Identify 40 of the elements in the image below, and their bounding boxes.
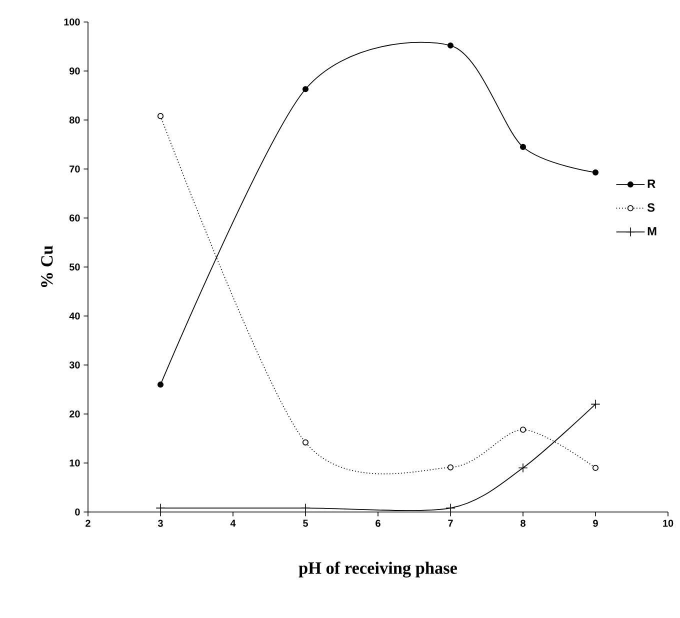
y-tick-label: 40: [69, 312, 80, 320]
x-tick-label: 7: [448, 520, 453, 527]
y-tick-label: 10: [70, 459, 80, 467]
point: [447, 42, 454, 49]
point: [446, 503, 456, 513]
point: [590, 399, 600, 409]
y-tick-label: 80: [69, 116, 80, 124]
legend-label: M: [648, 227, 656, 236]
point: [518, 463, 528, 473]
x-axis-title: pH of receiving phase: [298, 562, 458, 578]
y-tick-label: 50: [69, 263, 80, 271]
y-tick-label: 90: [69, 67, 80, 75]
x-tick-label: 6: [376, 520, 380, 527]
legend-label: S: [647, 203, 655, 212]
point: [592, 464, 599, 471]
y-tick-label: 20: [69, 410, 80, 418]
point: [302, 439, 309, 446]
point: [302, 86, 309, 92]
y-axis-title: % Cu: [41, 246, 53, 287]
x-tick-label: 10: [663, 520, 674, 527]
y-tick-label: 70: [70, 165, 80, 173]
point: [156, 503, 166, 513]
x-tick-label: 2: [86, 520, 90, 527]
legend-label: R: [648, 180, 656, 188]
y-tick-label: 0: [75, 508, 80, 516]
y-tick-label: 30: [69, 361, 80, 369]
point: [157, 382, 164, 388]
y-tick-label: 100: [64, 18, 80, 26]
point: [157, 113, 164, 120]
x-tick-label: 3: [158, 520, 163, 527]
x-tick-label: 4: [230, 520, 236, 527]
point: [520, 426, 526, 433]
x-tick-label: 9: [593, 520, 598, 527]
point: [592, 169, 599, 176]
y-tick-label: 60: [70, 214, 80, 222]
point: [447, 464, 454, 470]
x-tick-label: 8: [520, 520, 526, 527]
point: [520, 144, 526, 150]
point: [300, 503, 310, 513]
x-tick-label: 5: [303, 520, 308, 527]
